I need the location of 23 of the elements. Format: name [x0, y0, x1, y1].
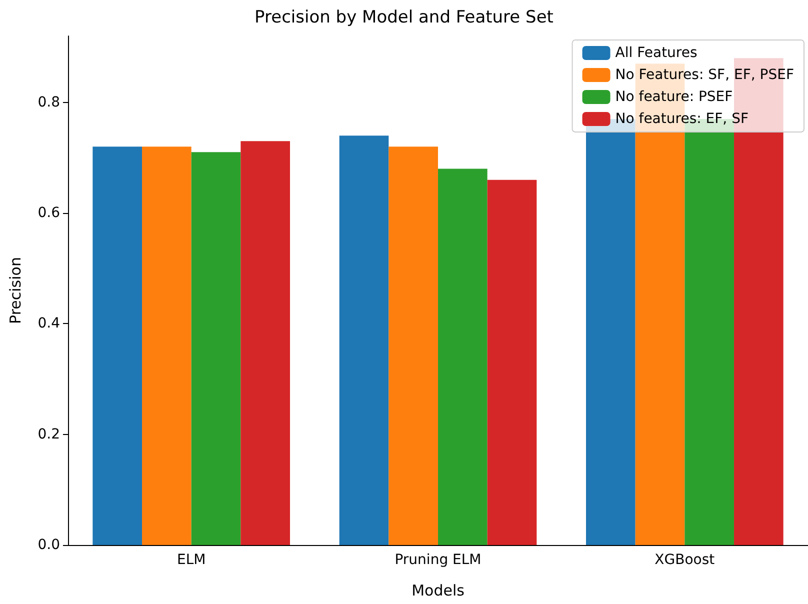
- bar: [438, 168, 488, 545]
- y-tick-label: 0.8: [38, 94, 60, 110]
- bar: [339, 136, 389, 545]
- y-tick-label: 0.4: [38, 316, 60, 332]
- x-tick-label: Pruning ELM: [394, 552, 482, 568]
- chart-title: Precision by Model and Feature Set: [254, 8, 554, 28]
- legend-label: No Features: SF, EF, PSEF: [615, 67, 794, 83]
- x-axis-title: Models: [412, 582, 465, 600]
- bar: [240, 141, 290, 545]
- bar: [191, 152, 241, 545]
- x-tick-label: XGBoost: [654, 552, 716, 568]
- legend-label: All Features: [615, 45, 698, 61]
- legend-label: No features: EF, SF: [615, 111, 749, 127]
- legend-label: No feature: PSEF: [615, 89, 733, 105]
- y-axis-title: Precision: [6, 257, 24, 324]
- bar: [142, 146, 192, 545]
- bar: [388, 146, 438, 545]
- bar: [92, 146, 142, 545]
- bar: [487, 180, 537, 545]
- y-tick-label: 0.6: [38, 205, 60, 222]
- y-tick-label: 0.0: [38, 537, 60, 553]
- x-tick-label: ELM: [176, 552, 206, 568]
- y-tick-label: 0.2: [38, 426, 60, 442]
